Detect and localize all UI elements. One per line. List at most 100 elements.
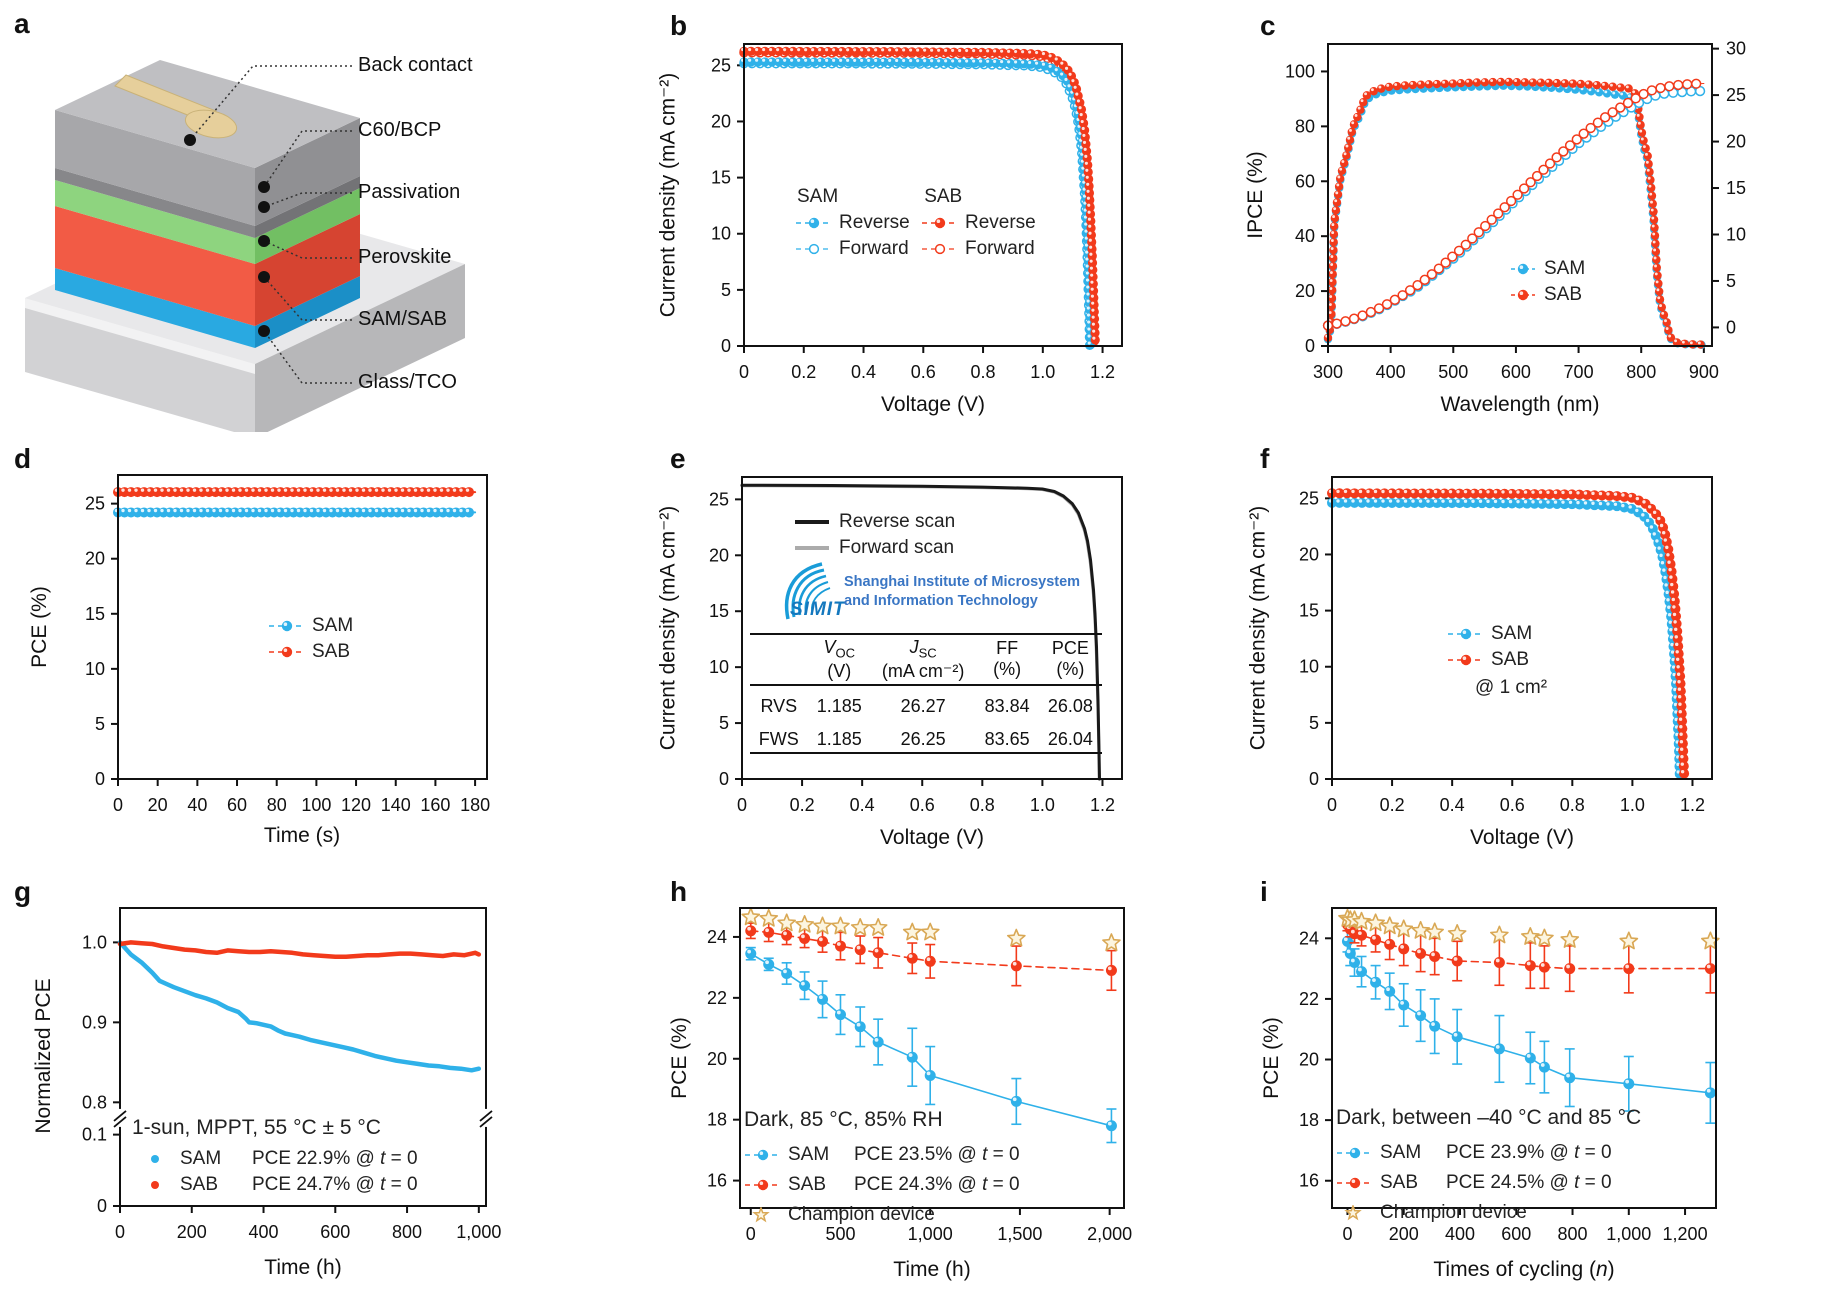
svg-text:400: 400 <box>1445 1224 1475 1244</box>
svg-text:180: 180 <box>460 795 490 815</box>
panel-e: e 0 0.2 0.4 0.6 0.8 1.0 1.2 0 5 10 15 20 25 Current … <box>640 433 1252 865</box>
legend-d: SAM SAB <box>268 613 353 665</box>
svg-text:1.2: 1.2 <box>1680 795 1705 815</box>
legend-row-sab: SAB PCE 24.5% @ t = 0 <box>1336 1168 1641 1198</box>
svg-text:0.2: 0.2 <box>790 795 815 815</box>
svg-text:15: 15 <box>709 601 729 621</box>
svg-text:0: 0 <box>1309 769 1319 789</box>
table-header-row: VOC (V) JSC (mA cm⁻²) FF (%) PCE (%) <box>750 634 1102 686</box>
chart-i-thermal-cycling: 0 200 400 600 800 1,000 1,200 16 18 20 22 24 <box>1299 907 1720 1244</box>
svg-text:0: 0 <box>97 1196 107 1216</box>
panel-letter-f: f <box>1260 443 1270 474</box>
svg-text:40: 40 <box>1295 226 1315 246</box>
svg-text:60: 60 <box>227 795 247 815</box>
svg-text:20: 20 <box>707 1049 727 1069</box>
svg-text:5: 5 <box>1309 713 1319 733</box>
chart-c-ipce: 300 400 500 600 700 800 900 0 20 40 60 80 100 0 5 10 15 2… <box>1285 39 1746 382</box>
svg-text:0: 0 <box>719 769 729 789</box>
g-y-axis-label: Normalized PCE <box>32 978 55 1134</box>
panel-a: a <box>0 0 620 438</box>
table-row-fws: FWS 1.185 26.25 83.65 26.04 <box>758 728 1093 749</box>
chart-g-mppt-stability: 0 200 400 600 800 1,000 0 0.1 0.8 0.9 1.0 <box>82 907 501 1242</box>
legend-e: Reverse scan Forward scan <box>795 509 955 561</box>
legend-c: SAM SAB <box>1510 256 1585 308</box>
svg-text:15: 15 <box>1726 178 1746 198</box>
sab-forward-marker <box>921 242 961 256</box>
i-x-axis-label: Times of cycling (n) <box>1433 1258 1615 1281</box>
svg-text:25: 25 <box>1299 488 1319 508</box>
sam-marker <box>744 1148 784 1162</box>
layer-label-glass-tco: Glass/TCO <box>358 371 457 393</box>
svg-text:22: 22 <box>1299 989 1319 1009</box>
svg-text:0: 0 <box>115 1222 125 1242</box>
simit-swirl-icon <box>784 562 831 620</box>
svg-text:0.2: 0.2 <box>791 362 816 382</box>
legend-row-forward-scan: Forward scan <box>795 535 955 561</box>
chart-d-pce-time: 0 20 40 60 80 100 120 140 160 180 0 5 10 15 20 25 <box>85 474 490 815</box>
svg-text:18: 18 <box>1299 1110 1319 1130</box>
legend-row-forward: Forward Forward <box>795 236 1036 262</box>
champion-star-icon <box>1336 1205 1376 1221</box>
b-y-axis-label: Current density (mA cm⁻²) <box>656 72 680 318</box>
svg-text:100: 100 <box>1285 61 1315 81</box>
svg-text:1.0: 1.0 <box>1030 795 1055 815</box>
svg-text:0.2: 0.2 <box>1380 795 1405 815</box>
svg-text:25: 25 <box>709 489 729 509</box>
passivation-layer <box>55 180 360 264</box>
svg-text:10: 10 <box>709 657 729 677</box>
panel-letter-d: d <box>14 443 32 474</box>
c-y-axis-label: IPCE (%) <box>1244 151 1267 239</box>
sab-marker <box>1447 653 1487 667</box>
panel-letter-g: g <box>14 876 32 907</box>
sam-marker <box>1447 627 1487 641</box>
simit-logo: SIMIT Shanghai Institute of Microsystem … <box>780 559 1110 629</box>
svg-text:600: 600 <box>1501 362 1531 382</box>
svg-text:1.0: 1.0 <box>1030 362 1055 382</box>
sab-pce-note: PCE 24.5% @ t = 0 <box>1446 1172 1612 1193</box>
legend-row-reverse: Reverse Reverse <box>795 210 1036 236</box>
svg-text:0.6: 0.6 <box>911 362 936 382</box>
area-note: @ 1 cm² <box>1475 677 1548 698</box>
sam-dot <box>132 1154 176 1164</box>
sam-marker <box>1336 1146 1376 1160</box>
svg-text:100: 100 <box>301 795 331 815</box>
svg-text:20: 20 <box>1299 1050 1319 1070</box>
simit-name: Shanghai Institute of Microsystem and In… <box>844 574 1081 609</box>
panel-letter-b: b <box>670 10 688 41</box>
f-y-axis-label: Current density (mA cm⁻²) <box>1246 505 1270 751</box>
svg-text:0.8: 0.8 <box>1560 795 1585 815</box>
panel-h: h 0 500 1,000 1,500 2,000 16 18 20 22 24 PCE (%) … <box>640 866 1252 1298</box>
g-x-axis-label: Time (h) <box>264 1256 342 1279</box>
svg-text:400: 400 <box>1376 362 1406 382</box>
panel-b: b 0 0.2 0.4 0.6 0.8 1.0 1.2 0 5 10 15 20 25 Current … <box>640 0 1252 432</box>
svg-text:24: 24 <box>1299 928 1319 948</box>
chart-b-jv: 0 0.2 0.4 0.6 0.8 1.0 1.2 0 5 10 15 20 25 <box>711 43 1123 382</box>
svg-text:25: 25 <box>711 55 731 75</box>
svg-text:200: 200 <box>177 1222 207 1242</box>
sam-reverse-marker <box>795 216 835 230</box>
legend-row-sab: SAB <box>1510 282 1585 308</box>
svg-text:1,000: 1,000 <box>1606 1224 1651 1244</box>
svg-text:40: 40 <box>187 795 207 815</box>
legend-row-sam: SAM PCE 23.5% @ t = 0 <box>744 1140 1020 1170</box>
d-y-axis-label: PCE (%) <box>28 586 51 668</box>
sam-marker <box>1510 262 1540 276</box>
c60-bcp-layer <box>55 168 360 238</box>
sam-pce-note: PCE 23.5% @ t = 0 <box>854 1144 1020 1165</box>
svg-text:0: 0 <box>746 1224 756 1244</box>
svg-text:0: 0 <box>95 769 105 789</box>
svg-text:0.8: 0.8 <box>971 362 996 382</box>
svg-text:1.0: 1.0 <box>1620 795 1645 815</box>
c-x-axis-label: Wavelength (nm) <box>1440 393 1600 416</box>
legend-row-champion: Champion device <box>744 1200 1020 1230</box>
svg-text:18: 18 <box>707 1110 727 1130</box>
svg-text:25: 25 <box>1726 85 1746 105</box>
svg-text:400: 400 <box>249 1222 279 1242</box>
svg-text:500: 500 <box>1438 362 1468 382</box>
panel-d: d 0 20 40 60 80 100 120 140 160 180 0 5 10 15 20 25 PCE… <box>0 433 620 865</box>
svg-text:600: 600 <box>320 1222 350 1242</box>
legend-row-champion: Champion device <box>1336 1198 1641 1228</box>
svg-text:1.2: 1.2 <box>1090 362 1115 382</box>
table-row-rvs: RVS 1.185 26.27 83.84 26.08 <box>760 695 1093 716</box>
condition-note: 1-sun, MPPT, 55 °C ± 5 °C <box>132 1116 381 1139</box>
